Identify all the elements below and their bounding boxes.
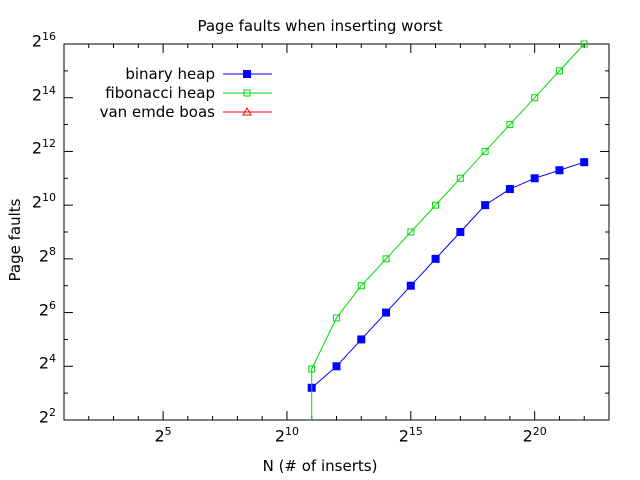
y-tick-label: 28: [38, 244, 56, 266]
data-point: [333, 314, 340, 322]
legend-marker: [242, 106, 252, 116]
data-point: [357, 282, 365, 290]
data-point: [481, 201, 490, 210]
y-tick-label: 216: [31, 30, 56, 51]
y-tick-label: 214: [31, 83, 56, 105]
y-tick-label: 26: [38, 298, 56, 319]
data-point: [505, 185, 514, 194]
data-point: [555, 166, 564, 175]
data-point: [308, 365, 316, 373]
legend-label: binary heap: [125, 65, 215, 83]
data-point: [481, 147, 489, 155]
data-point: [432, 201, 440, 209]
legend-label: van emde boas: [99, 103, 215, 121]
legend-label: fibonacci heap: [105, 84, 215, 102]
data-point: [531, 94, 539, 102]
x-tick-label: 25: [154, 425, 172, 446]
data-point: [407, 228, 415, 236]
data-point: [406, 281, 415, 290]
data-point: [456, 228, 465, 236]
data-point: [456, 174, 464, 182]
x-tick-label: 215: [398, 425, 423, 446]
series-line: [311, 43, 585, 420]
legend-marker: [243, 89, 251, 97]
legend-marker: [243, 70, 251, 78]
data-point: [506, 121, 514, 129]
data-point: [382, 308, 391, 317]
y-tick-label: 212: [31, 137, 56, 158]
plot-frame: [63, 43, 610, 421]
chart-title: Page faults when inserting worst: [197, 17, 443, 35]
x-tick-label: 210: [274, 425, 300, 446]
data-point: [555, 67, 563, 75]
x-axis-label: N (# of inserts): [262, 457, 378, 475]
y-tick-label: 24: [38, 352, 56, 373]
data-point: [580, 158, 589, 167]
data-point: [357, 335, 366, 344]
series-line: [311, 161, 585, 389]
data-point: [580, 40, 588, 48]
y-tick-label: 210: [31, 191, 56, 212]
data-point: [382, 255, 390, 263]
data-point: [332, 362, 341, 371]
x-tick-label: 220: [522, 425, 547, 446]
data-point: [530, 174, 539, 183]
y-tick-label: 22: [38, 406, 56, 427]
data-point: [431, 254, 440, 263]
